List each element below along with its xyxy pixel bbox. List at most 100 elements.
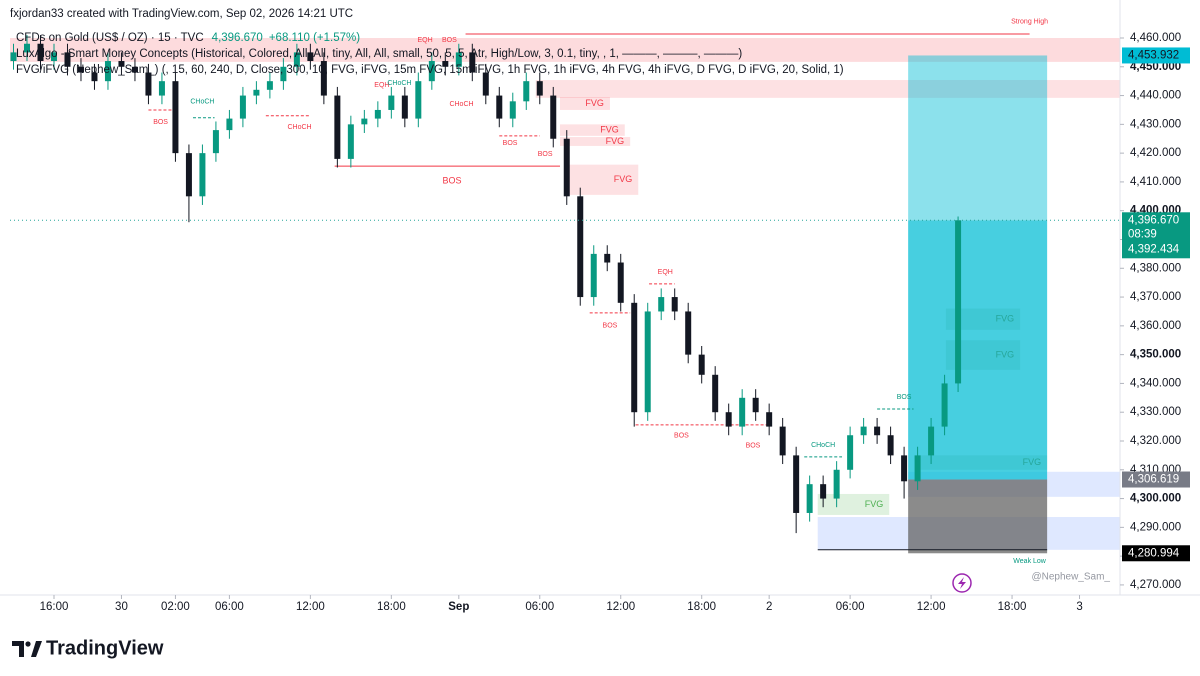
y-tick-label: 4,360.000	[1130, 320, 1181, 332]
y-tick-label: 4,430.000	[1130, 118, 1181, 130]
x-tick-label: 06:00	[836, 601, 865, 613]
candle-body	[617, 262, 624, 303]
replay-icon[interactable]	[952, 573, 972, 593]
candle-body	[671, 297, 678, 312]
structure-label: CHoCH	[449, 101, 473, 108]
candle-body	[226, 118, 233, 131]
candle-body	[91, 72, 98, 82]
x-tick-label: 12:00	[296, 601, 325, 613]
fvg-zone	[560, 124, 625, 136]
fvg-zone	[560, 97, 610, 110]
candle-body	[658, 297, 665, 312]
candle-body	[347, 124, 354, 159]
fvg-zone	[817, 493, 890, 515]
candle-body	[374, 109, 381, 119]
y-tick-label: 4,340.000	[1130, 377, 1181, 389]
candle-body	[442, 61, 449, 67]
price-tag-label: 4,453.932	[1128, 49, 1179, 61]
structure-label: CHoCH	[288, 124, 312, 131]
candle-body	[887, 435, 894, 456]
zone-label: FVG	[996, 349, 1015, 359]
structure-label: CHoCH	[190, 99, 214, 106]
candle-body	[712, 374, 719, 413]
structure-label: EQH	[658, 269, 673, 276]
candle-body	[415, 81, 422, 119]
brand-name: TradingView	[46, 637, 164, 659]
candle-body	[725, 412, 732, 427]
x-tick-label: Sep	[448, 601, 469, 613]
structure-label: BOS	[503, 140, 518, 147]
candle-body	[239, 95, 246, 119]
position-target-area	[908, 55, 1048, 221]
structure-label: Strong High	[1011, 19, 1048, 26]
structure-label: Weak Low	[1013, 558, 1046, 565]
candle-body	[428, 61, 435, 82]
y-tick-label: 4,270.000	[1130, 579, 1181, 591]
candle-body	[24, 43, 31, 53]
y-tick-label: 4,330.000	[1130, 406, 1181, 418]
candle-body	[212, 130, 219, 154]
fvg-zone	[560, 137, 631, 146]
second-price-label: 4,392.434	[1128, 243, 1180, 255]
candle-body	[482, 72, 489, 96]
zone-label: FVG	[614, 174, 633, 184]
candle-body	[388, 95, 395, 110]
candle-body	[752, 397, 759, 413]
candle-body	[10, 52, 17, 62]
candle-body	[37, 43, 44, 62]
y-tick-label: 4,460.000	[1130, 32, 1181, 44]
x-tick-label: 30	[115, 601, 128, 613]
indicator-legend: FVG/iFVG (Nephew_Sam_) (, 15, 60, 240, D…	[16, 64, 844, 76]
candle-body	[455, 52, 462, 67]
y-tick-label: 4,350.000	[1130, 349, 1181, 361]
candle-body	[523, 81, 530, 102]
candle-body	[874, 426, 881, 436]
structure-label: BOS	[603, 323, 618, 330]
zone-label: FVG	[585, 98, 604, 108]
structure-label: BOS	[442, 37, 457, 44]
candle-body	[401, 95, 408, 119]
candle-body	[158, 81, 165, 96]
structure-label: BOS	[153, 119, 168, 126]
candle-body	[77, 66, 84, 73]
y-tick-label: 4,320.000	[1130, 435, 1181, 447]
price-tag	[1122, 47, 1190, 64]
candle-body	[496, 95, 503, 119]
candle-body	[766, 412, 773, 427]
x-tick-label: 06:00	[215, 601, 244, 613]
candle-body	[145, 72, 152, 96]
indicator-legend: LuxAlgo - Smart Money Concepts (Historic…	[16, 48, 742, 60]
candle-body	[847, 435, 854, 470]
structure-label: BOS	[674, 433, 689, 440]
candle-body	[334, 95, 341, 159]
candle-body	[280, 66, 287, 82]
y-tick-label: 4,420.000	[1130, 147, 1181, 159]
change-text: +68.110 (+1.57%)	[269, 32, 360, 44]
structure-label: EQH	[374, 82, 389, 89]
candle-body	[941, 383, 948, 427]
brand-logo[interactable]	[12, 641, 42, 657]
structure-label: BOS	[538, 151, 553, 158]
x-tick-label: 02:00	[161, 601, 190, 613]
structure-label: CHoCH	[811, 442, 835, 449]
candle-body	[563, 138, 570, 197]
price-tag	[1122, 545, 1190, 562]
last-price-tag	[1122, 212, 1190, 259]
price-tag-label: 4,280.994	[1128, 547, 1180, 559]
candle-body	[118, 61, 125, 67]
candle-body	[469, 52, 476, 73]
zone-label: FVG	[600, 124, 619, 134]
candle-body	[199, 153, 206, 197]
candle-body	[739, 397, 746, 427]
y-tick-label: 4,300.000	[1130, 493, 1181, 505]
candle-body	[361, 118, 368, 125]
candle-body	[185, 153, 192, 197]
candle-body	[293, 52, 300, 67]
countdown: 08:39	[1128, 228, 1157, 240]
y-tick-label: 4,370.000	[1130, 291, 1181, 303]
price-tag	[1122, 471, 1190, 488]
candle-body	[50, 52, 57, 62]
candle-body	[901, 455, 908, 482]
candle-body	[253, 89, 260, 96]
